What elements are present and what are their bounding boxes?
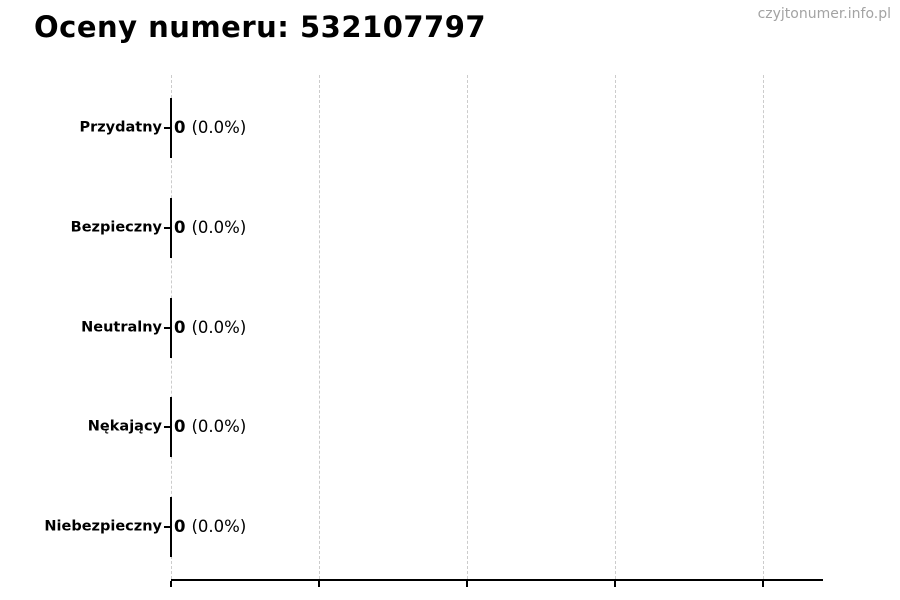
value-label: 0 (0.0%): [174, 118, 246, 137]
value-count: 0: [174, 516, 186, 536]
x-axis-tick: [466, 581, 468, 587]
x-axis-tick: [318, 581, 320, 587]
value-count: 0: [174, 217, 186, 237]
value-percent: (0.0%): [191, 317, 247, 337]
y-axis-tick: [164, 327, 171, 329]
value-label: 0 (0.0%): [174, 517, 246, 536]
bar-zero-edge: [170, 98, 172, 158]
value-count: 0: [174, 416, 186, 436]
bar-zero-edge: [170, 298, 172, 358]
y-axis-tick: [164, 426, 171, 428]
gridline: [615, 75, 616, 579]
y-axis-tick: [164, 227, 171, 229]
value-count: 0: [174, 317, 186, 337]
category-label: Nękający: [87, 418, 162, 435]
x-axis-tick: [614, 581, 616, 587]
bar-zero-edge: [170, 497, 172, 557]
bar-zero-edge: [170, 397, 172, 457]
gridline: [763, 75, 764, 579]
value-percent: (0.0%): [191, 117, 247, 137]
gridline: [319, 75, 320, 579]
category-label: Przydatny: [79, 119, 162, 136]
gridline: [467, 75, 468, 579]
value-label: 0 (0.0%): [174, 417, 246, 436]
category-label: Bezpieczny: [70, 219, 162, 236]
y-axis-tick: [164, 127, 171, 129]
bar-zero-edge: [170, 198, 172, 258]
value-label: 0 (0.0%): [174, 318, 246, 337]
value-percent: (0.0%): [191, 416, 247, 436]
y-axis-tick: [164, 526, 171, 528]
watermark: czyjtonumer.info.pl: [757, 6, 891, 22]
value-percent: (0.0%): [191, 516, 247, 536]
category-label: Neutralny: [81, 319, 162, 336]
x-axis-tick: [170, 581, 172, 587]
value-count: 0: [174, 117, 186, 137]
x-axis-line: [171, 579, 823, 581]
x-axis-tick: [762, 581, 764, 587]
chart-title: Oceny numeru: 532107797: [34, 10, 487, 44]
category-label: Niebezpieczny: [44, 518, 162, 535]
value-label: 0 (0.0%): [174, 218, 246, 237]
value-percent: (0.0%): [191, 217, 247, 237]
